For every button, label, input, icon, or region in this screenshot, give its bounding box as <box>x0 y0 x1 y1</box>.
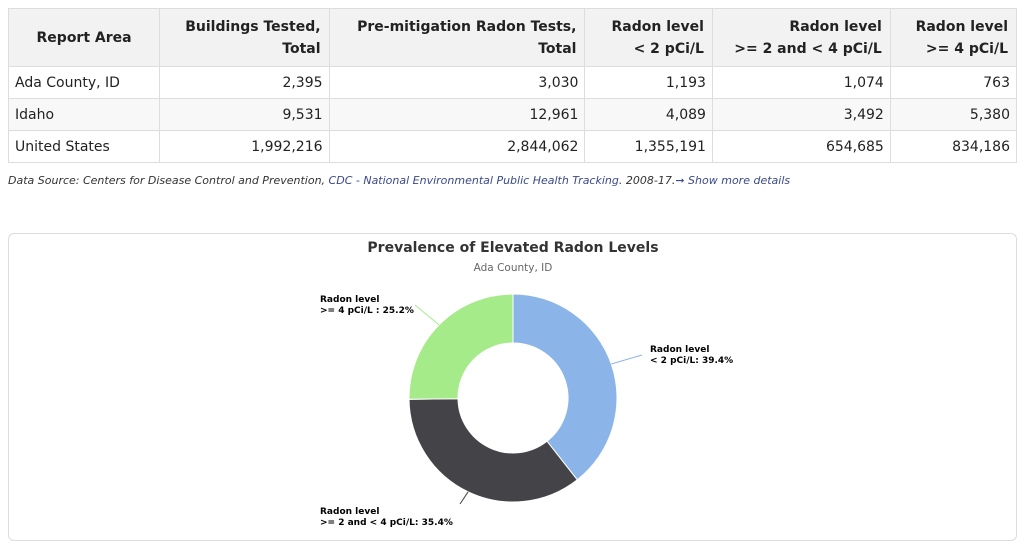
table-cell: 2,844,062 <box>328 130 586 163</box>
chart-subtitle: Ada County, ID <box>474 262 553 274</box>
header-text: Radon level <box>611 18 704 35</box>
slice-label: < 2 pCi/L: 39.4% <box>650 356 733 366</box>
header-text: Pre-mitigation Radon Tests, <box>357 18 577 35</box>
column-header[interactable]: Radon level < 2 pCi/L <box>584 8 713 67</box>
donut-slice[interactable] <box>512 293 618 481</box>
table-cell: United States <box>7 130 161 163</box>
table-row: Ada County, ID 2,395 3,030 1,193 1,074 763 <box>7 66 1018 99</box>
column-header[interactable]: Radon level >= 4 pCi/L <box>889 8 1018 67</box>
table-cell: 654,685 <box>711 130 891 163</box>
donut-slice[interactable] <box>408 398 578 503</box>
table-cell: Idaho <box>7 98 161 131</box>
arrow-icon[interactable]: ➞ <box>675 174 685 187</box>
table-cell: 12,961 <box>328 98 586 131</box>
header-text: Radon level <box>789 18 882 35</box>
column-header[interactable]: Report Area <box>7 8 161 67</box>
table-cell: 3,030 <box>328 66 586 99</box>
radon-table: Report Area Buildings Tested, Total Pre-mit… <box>7 8 1018 163</box>
header-text: >= 4 pCi/L <box>925 40 1008 57</box>
chart-panel <box>8 233 1017 541</box>
table-cell: 763 <box>889 66 1018 99</box>
slice-label: >= 4 pCi/L : 25.2% <box>320 306 414 316</box>
table-cell: 1,992,216 <box>159 130 330 163</box>
table-cell: 9,531 <box>159 98 330 131</box>
header-text: Buildings Tested, <box>185 18 321 35</box>
column-header[interactable]: Pre-mitigation Radon Tests, Total <box>328 8 586 67</box>
cdc-link[interactable]: CDC - National Environmental Public Heal… <box>328 174 619 187</box>
source-prefix: Data Source: Centers for Disease Control… <box>8 174 329 187</box>
slice-label: Radon level <box>320 507 379 517</box>
table-row: Idaho 9,531 12,961 4,089 3,492 5,380 <box>7 98 1018 131</box>
slice-label: Radon level <box>650 345 709 355</box>
chart-title: Prevalence of Elevated Radon Levels <box>367 240 658 256</box>
header-text: Radon level <box>915 18 1008 35</box>
show-more-details-link[interactable]: Show more details <box>688 174 791 187</box>
slice-label: Radon level <box>320 295 379 305</box>
donut-slice[interactable] <box>408 293 514 400</box>
table-cell: 1,074 <box>711 66 891 99</box>
column-header[interactable]: Buildings Tested, Total <box>159 8 330 67</box>
slice-label: >= 2 and < 4 pCi/L: 35.4% <box>320 518 453 528</box>
connector-line <box>611 354 643 365</box>
table-cell: 1,193 <box>584 66 713 99</box>
source-suffix: . 2008-17. <box>618 174 676 187</box>
connector-line <box>459 491 469 505</box>
table-row: United States 1,992,216 2,844,062 1,355,191… <box>7 130 1018 163</box>
table-cell: 834,186 <box>889 130 1018 163</box>
data-source: Data Source: Centers for Disease Control… <box>8 174 790 187</box>
header-text: Report Area <box>36 29 132 46</box>
header-text: Total <box>282 40 321 57</box>
connector-line <box>414 304 440 326</box>
table-cell: 2,395 <box>159 66 330 99</box>
header-text: >= 2 and < 4 pCi/L <box>734 40 882 57</box>
table-cell: 1,355,191 <box>584 130 713 163</box>
header-text: < 2 pCi/L <box>633 40 704 57</box>
header-text: Total <box>538 40 577 57</box>
